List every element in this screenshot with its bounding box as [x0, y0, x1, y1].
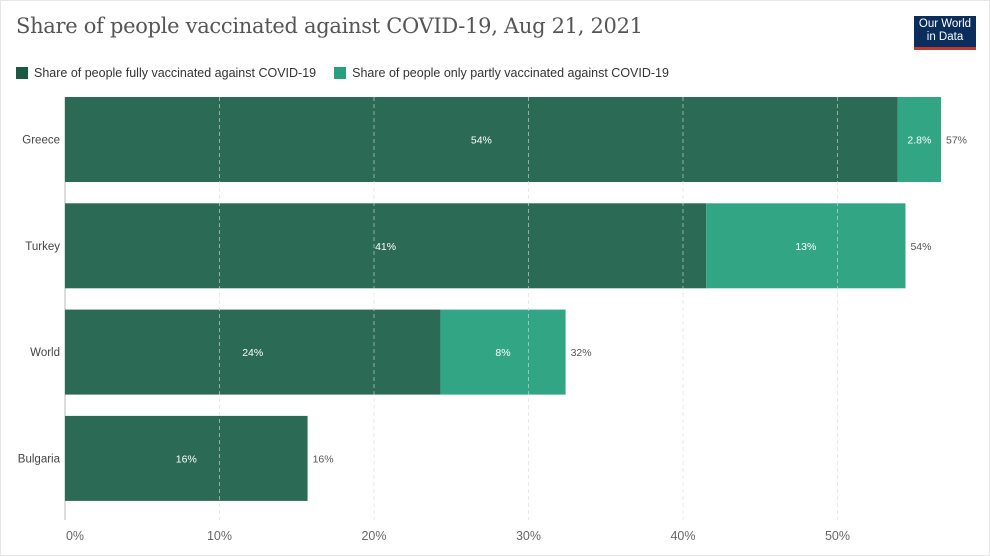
- bar-segment-bulgaria-fully[interactable]: [65, 415, 308, 501]
- chart-title: Share of people vaccinated against COVID…: [16, 14, 643, 38]
- bar-segment-turkey-partly[interactable]: [706, 203, 906, 289]
- x-tick-label: 0%: [66, 529, 84, 543]
- total-value-label: 57%: [946, 135, 967, 147]
- logo-line2: in Data: [926, 31, 964, 43]
- bar-value-label: 8%: [495, 347, 510, 359]
- owid-logo[interactable]: Our World in Data: [914, 16, 976, 50]
- total-value-label: 32%: [571, 347, 592, 359]
- legend-swatch-fully: [16, 67, 28, 79]
- legend: Share of people fully vaccinated against…: [16, 66, 687, 80]
- bar-value-label: 13%: [795, 241, 816, 253]
- category-label-bulgaria: Bulgaria: [18, 453, 61, 465]
- bar-segment-world-partly[interactable]: [440, 309, 566, 395]
- bar-value-label: 16%: [176, 453, 197, 465]
- bar-value-label: 54%: [471, 135, 492, 147]
- bar-segment-world-fully[interactable]: [65, 309, 441, 395]
- x-tick-label: 10%: [207, 529, 232, 543]
- x-tick-label: 50%: [825, 529, 850, 543]
- x-tick-label: 40%: [670, 529, 695, 543]
- total-value-label: 54%: [910, 241, 931, 253]
- legend-label-partly: Share of people only partly vaccinated a…: [352, 66, 669, 80]
- bar-segment-turkey-fully[interactable]: [65, 203, 707, 289]
- category-label-greece: Greece: [22, 135, 60, 147]
- legend-item-partly[interactable]: Share of people only partly vaccinated a…: [334, 66, 669, 80]
- x-tick-label: 30%: [516, 529, 541, 543]
- legend-swatch-partly: [334, 67, 347, 79]
- legend-label-fully: Share of people fully vaccinated against…: [34, 66, 317, 80]
- bar-segment-greece-fully[interactable]: [65, 97, 898, 182]
- bar-segment-greece-partly[interactable]: [897, 97, 942, 182]
- bar-value-label: 41%: [375, 241, 396, 253]
- bar-value-label: 2.8%: [907, 135, 931, 147]
- bar-value-label: 24%: [242, 347, 263, 359]
- category-label-world: World: [30, 347, 60, 359]
- total-value-label: 16%: [313, 453, 334, 465]
- x-tick-label: 20%: [361, 529, 386, 543]
- logo-line1: Our World: [918, 18, 972, 30]
- category-label-turkey: Turkey: [25, 241, 60, 253]
- legend-item-fully[interactable]: Share of people fully vaccinated against…: [16, 66, 316, 80]
